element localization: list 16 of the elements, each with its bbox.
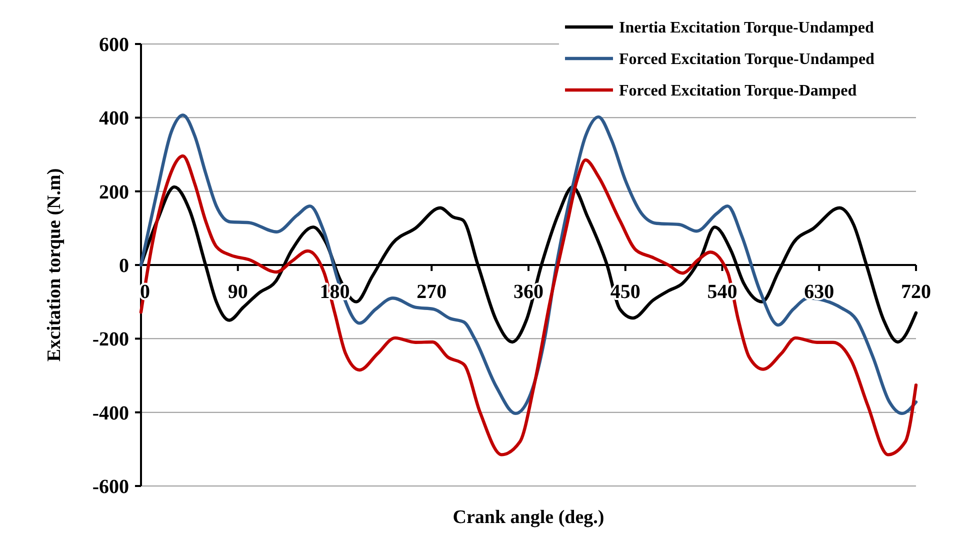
y-tick-label: 200 xyxy=(99,181,129,204)
legend-label: Inertia Excitation Torque-Undamped xyxy=(619,20,874,37)
x-tick-label: 270 xyxy=(416,281,447,303)
x-tick-label: 630 xyxy=(804,281,834,303)
y-tick-label: -400 xyxy=(92,402,129,424)
legend-label: Forced Excitation Torque-Undamped xyxy=(619,51,875,68)
y-tick-label: -200 xyxy=(92,328,129,351)
y-tick-label: 0 xyxy=(119,255,129,277)
legend-label: Forced Excitation Torque-Damped xyxy=(619,82,857,100)
x-axis-title: Crank angle (deg.) xyxy=(452,507,604,528)
y-tick-label: -600 xyxy=(92,476,129,498)
y-tick-label: 600 xyxy=(99,34,129,56)
x-tick-label: 90 xyxy=(228,281,248,303)
x-tick-label: 720 xyxy=(901,281,931,303)
y-axis-title: Excitation torque (N.m) xyxy=(44,168,65,362)
y-tick-label: 400 xyxy=(99,108,129,130)
